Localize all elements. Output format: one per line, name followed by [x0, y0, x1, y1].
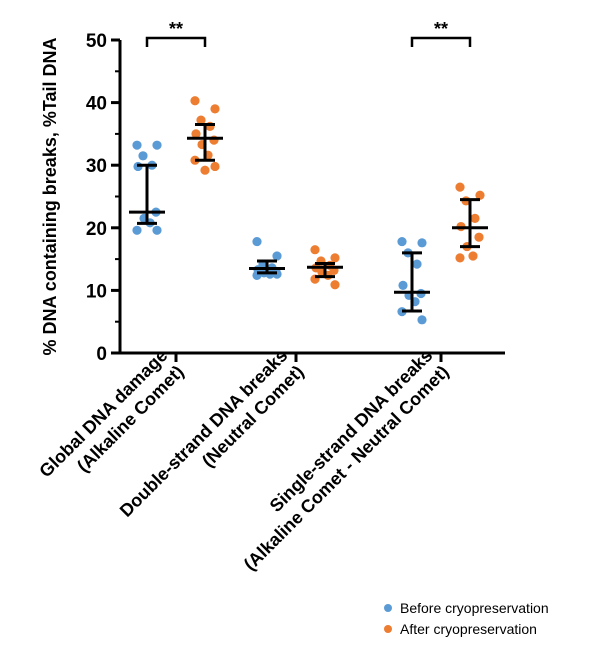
data-point: [138, 151, 148, 161]
data-point: [191, 129, 201, 139]
data-point: [252, 236, 262, 247]
data-point: [190, 96, 200, 106]
data-point: [398, 280, 408, 290]
y-axis-title: % DNA containing breaks, %Tail DNA: [40, 37, 60, 355]
significance-bracket: [410, 36, 472, 47]
data-point: [132, 140, 142, 150]
data-point: [397, 236, 407, 247]
legend-label-before: Before cryopreservation: [400, 599, 549, 616]
data-point: [330, 253, 340, 263]
data-point: [210, 104, 220, 114]
data-point: [455, 182, 465, 192]
data-point: [417, 315, 427, 325]
data-point: [210, 161, 220, 172]
data-point: [310, 245, 320, 255]
data-point: [474, 232, 484, 242]
category-label-line: Global DNA damage: [35, 345, 171, 481]
legend-item-after: After cryopreservation: [384, 618, 589, 639]
y-tick-label: 20: [86, 219, 107, 240]
y-tick-label: 0: [96, 344, 107, 365]
data-point: [152, 225, 162, 235]
data-point: [152, 140, 162, 150]
y-tick-label: 10: [86, 281, 107, 302]
data-point: [200, 165, 210, 175]
legend-item-before: Before cryopreservation: [384, 597, 589, 618]
data-point: [132, 225, 142, 235]
y-tick-label: 30: [86, 156, 107, 177]
data-point: [272, 251, 282, 261]
data-point: [468, 251, 478, 261]
legend: Before cryopreservation After cryopreser…: [384, 597, 589, 639]
data-point: [196, 115, 206, 125]
y-tick-label: 50: [86, 31, 107, 52]
data-point: [475, 190, 485, 200]
legend-dot-before: [384, 603, 392, 612]
significance-label: **: [434, 19, 448, 39]
data-point: [455, 253, 465, 263]
significance-bracket: [145, 36, 207, 47]
y-tick-label: 40: [86, 94, 107, 115]
data-point: [412, 259, 422, 269]
data-point: [470, 213, 480, 224]
legend-dot-after: [384, 624, 392, 633]
significance-label: **: [169, 19, 183, 39]
data-point: [330, 280, 340, 290]
legend-label-after: After cryopreservation: [400, 620, 537, 637]
data-point: [417, 238, 427, 248]
